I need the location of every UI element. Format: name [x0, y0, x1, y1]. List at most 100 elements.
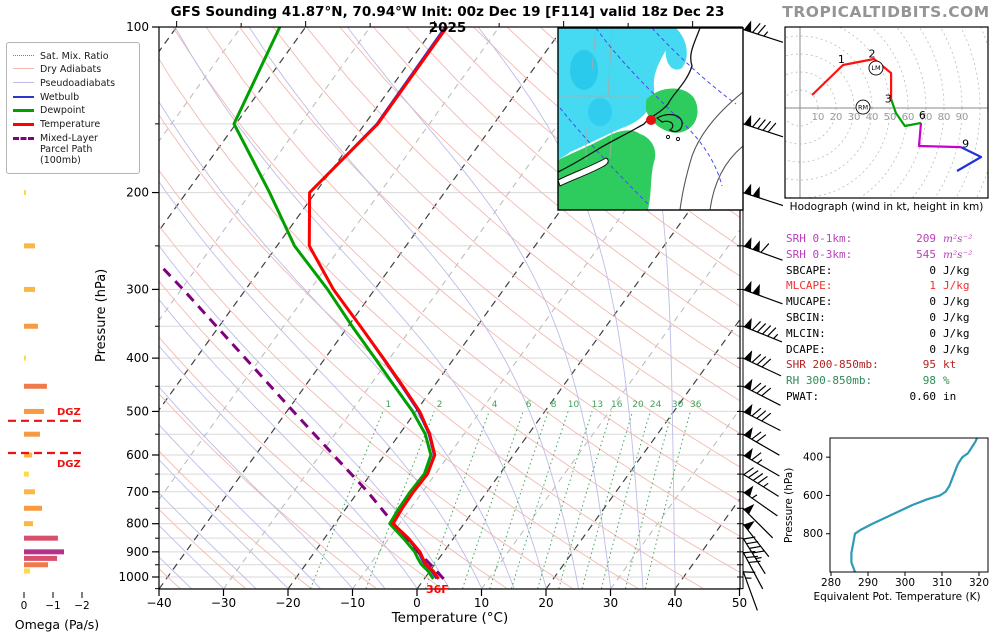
omega-tick-label: −2 [74, 600, 89, 612]
omega-bar [24, 521, 33, 527]
index-unit: J/kg [943, 295, 970, 309]
dgz-label: DGZ [57, 459, 81, 470]
legend-item-label: Temperature [40, 119, 101, 131]
index-row: SRH 0-3km: 545 m²s⁻² [786, 248, 995, 264]
index-row: RH 300-850mb: 98% [786, 374, 995, 390]
index-row: MUCAPE: 0 J/kg [786, 295, 995, 311]
index-unit: m²s⁻² [943, 248, 973, 261]
legend-line-sample-icon [13, 54, 34, 56]
thetae-x-tick-label: 320 [969, 577, 989, 589]
x-tick-label: 20 [538, 596, 553, 610]
hodograph-ring-label: 80 [938, 112, 951, 123]
legend-item-label: Dry Adiabats [40, 64, 102, 76]
omega-panel: DGZ DGZ 0 −1 −2 [8, 190, 90, 612]
hodograph-ring-label: 50 [884, 112, 897, 123]
wind-barb-icon [742, 447, 780, 477]
omega-bar [24, 355, 27, 361]
x-tick-label: 30 [603, 596, 618, 610]
hodograph-ring-label: 90 [956, 112, 969, 123]
x-tick-label: −10 [340, 596, 365, 610]
pressure-tick-label: 500 [126, 404, 149, 418]
hodograph-ring-label: 70 [920, 112, 933, 123]
index-value: 0 [929, 310, 936, 324]
index-value: 0 [929, 342, 936, 356]
legend-line-sample-icon [13, 81, 34, 83]
legend-item-label: Dewpoint [40, 105, 86, 117]
thetae-y-tick-label: 600 [803, 490, 823, 502]
legend-item-label: Wetbulb [40, 91, 80, 103]
hodograph-caption: Hodograph (wind in kt, height in km) [789, 201, 984, 213]
x-tick-label: 50 [732, 596, 747, 610]
index-unit: J/kg [943, 263, 970, 277]
pressure-tick-label: 100 [126, 20, 149, 34]
wind-barb-icon [742, 520, 770, 558]
hodograph-trace [917, 122, 961, 149]
thetae-y-label: Pressure (hPa) [783, 467, 795, 543]
omega-bar [24, 383, 47, 389]
dewpoint-curve [232, 27, 435, 580]
index-label: SHR 200-850mb: [786, 358, 879, 372]
index-label: MUCAPE: [786, 295, 833, 309]
omega-axis-label: Omega (Pa/s) [14, 617, 100, 632]
index-row: MLCAPE: 1 J/kg [786, 279, 995, 295]
legend-line-sample-icon [13, 95, 34, 98]
omega-bar [24, 243, 36, 249]
wind-barb-icon [742, 20, 784, 43]
index-value: 95 [922, 358, 936, 372]
index-unit: kt [943, 358, 957, 372]
wind-barb-icon [742, 504, 774, 539]
wind-barb-icon [742, 280, 783, 305]
parcel-path-curve [159, 264, 445, 580]
hodograph-ring-label: 30 [848, 112, 861, 123]
hodograph: 10 20 30 40 50 60 70 80 90 RM LM 1 2 3 6 9 [785, 27, 988, 198]
brand-logo: TROPICALTIDBITS.COM [782, 3, 990, 21]
index-unit: m²s⁻² [943, 233, 973, 245]
index-value: 98 [922, 374, 936, 388]
index-label: PWAT: [786, 389, 820, 403]
mixing-ratio-label: 10 [568, 400, 580, 410]
index-value: 0 [929, 263, 936, 277]
omega-bar [24, 190, 27, 196]
omega-bar [24, 505, 42, 511]
hodograph-trace [890, 98, 922, 128]
pressure-tick-label: 700 [126, 485, 149, 499]
x-axis-label: Temperature (°C) [391, 610, 509, 626]
x-tick-label: −20 [275, 596, 300, 610]
hodograph-trace [811, 57, 893, 99]
pressure-tick-label: 800 [126, 517, 149, 531]
index-label: DCAPE: [786, 342, 826, 356]
temperature-curve [307, 27, 449, 580]
indices-panel: SRH 0-1km: 209 m²s⁻² SRH 0-3km: 545 m²s⁻² SBCA… [786, 232, 995, 406]
index-unit: J/kg [943, 342, 970, 356]
wind-barb-icon [742, 114, 784, 138]
wind-barb-icon [742, 467, 779, 497]
legend-item: Sat. Mix. Ratio [13, 51, 133, 62]
hodograph-height-label: 1 [838, 53, 845, 66]
index-row: MLCIN: 0 J/kg [786, 327, 995, 343]
mixing-ratio-label: 20 [632, 400, 644, 410]
surface-temp-label: 36F [426, 583, 449, 596]
omega-bar [24, 562, 49, 568]
index-row: SBCAPE: 0 J/kg [786, 264, 995, 280]
mixing-ratio-label: 4 [492, 400, 498, 410]
omega-bar [24, 549, 65, 555]
omega-bar [24, 431, 40, 437]
index-row: DCAPE: 0 J/kg [786, 343, 995, 359]
index-value: 1 [929, 279, 936, 293]
skewt-frame [158, 26, 741, 590]
omega-bar [24, 323, 38, 329]
mixing-ratio-label: 13 [592, 400, 603, 410]
hodograph-ring-label: 60 [902, 112, 915, 123]
wind-barb-column [737, 20, 784, 611]
index-unit: % [943, 374, 950, 388]
x-tick-label: −40 [146, 596, 171, 610]
thetae-x-tick-label: 280 [821, 577, 841, 589]
hodograph-trace [956, 146, 983, 172]
hodograph-ring-label: 20 [830, 112, 843, 123]
omega-bar [24, 471, 29, 477]
thetae-y-tick-label: 800 [803, 528, 823, 540]
hodograph-storm-motion-marker: RM [858, 103, 868, 111]
legend-line-sample-icon [13, 123, 34, 127]
